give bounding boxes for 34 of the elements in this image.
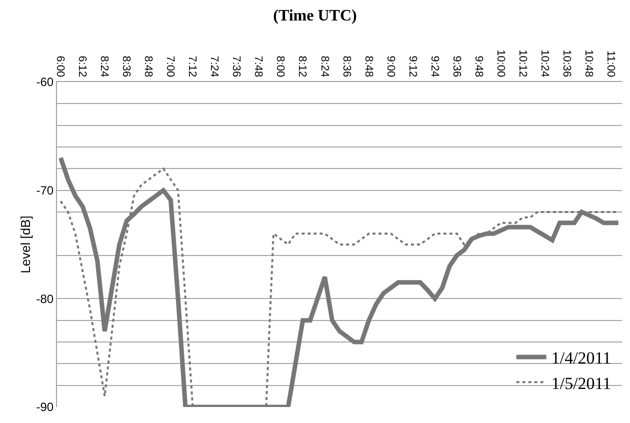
x-tick-label: 8:48 — [362, 56, 374, 78]
chart-title: (Time UTC) — [273, 7, 357, 24]
x-tick-label: 10:48 — [582, 50, 594, 78]
x-tick-label: 8:36 — [340, 56, 352, 78]
x-tick-label: 8:36 — [120, 56, 132, 78]
x-tick-label: 10:24 — [538, 50, 550, 78]
y-axis-title: Level [dB] — [18, 216, 34, 274]
x-tick-label: 9:12 — [406, 56, 418, 78]
x-tick-label: 7:24 — [208, 56, 220, 78]
legend-label: 1/4/2011 — [551, 348, 612, 368]
x-tick-label: 8:24 — [318, 56, 330, 78]
y-tick-label: -80 — [36, 292, 54, 306]
x-tick-label: 9:36 — [450, 56, 462, 78]
x-tick-label: 9:00 — [384, 56, 396, 78]
x-tick-label: 10:12 — [516, 50, 528, 78]
x-tick-label: 10:36 — [560, 50, 572, 78]
x-tick-label: 6:12 — [76, 56, 88, 78]
x-tick-label: 11:00 — [604, 50, 616, 78]
legend-label: 1/5/2011 — [551, 374, 612, 393]
x-tick-label: 8:00 — [274, 56, 286, 78]
x-tick-label: 7:48 — [252, 56, 264, 78]
x-tick-label: 10:00 — [494, 50, 506, 78]
x-tick-label: 7:12 — [186, 56, 198, 78]
x-tick-label: 9:48 — [472, 56, 484, 78]
y-tick-label: -70 — [36, 184, 54, 198]
x-tick-label: 7:36 — [230, 56, 242, 78]
x-tick-label: 9:24 — [428, 56, 440, 78]
x-tick-label: 8:12 — [296, 56, 308, 78]
x-tick-label: 6:00 — [54, 56, 66, 78]
x-tick-label: 8:48 — [142, 56, 154, 78]
x-tick-label: 8:24 — [98, 56, 110, 78]
y-tick-label: -60 — [36, 75, 54, 90]
y-tick-label: -90 — [36, 400, 54, 414]
x-tick-label: 7:00 — [164, 56, 176, 78]
